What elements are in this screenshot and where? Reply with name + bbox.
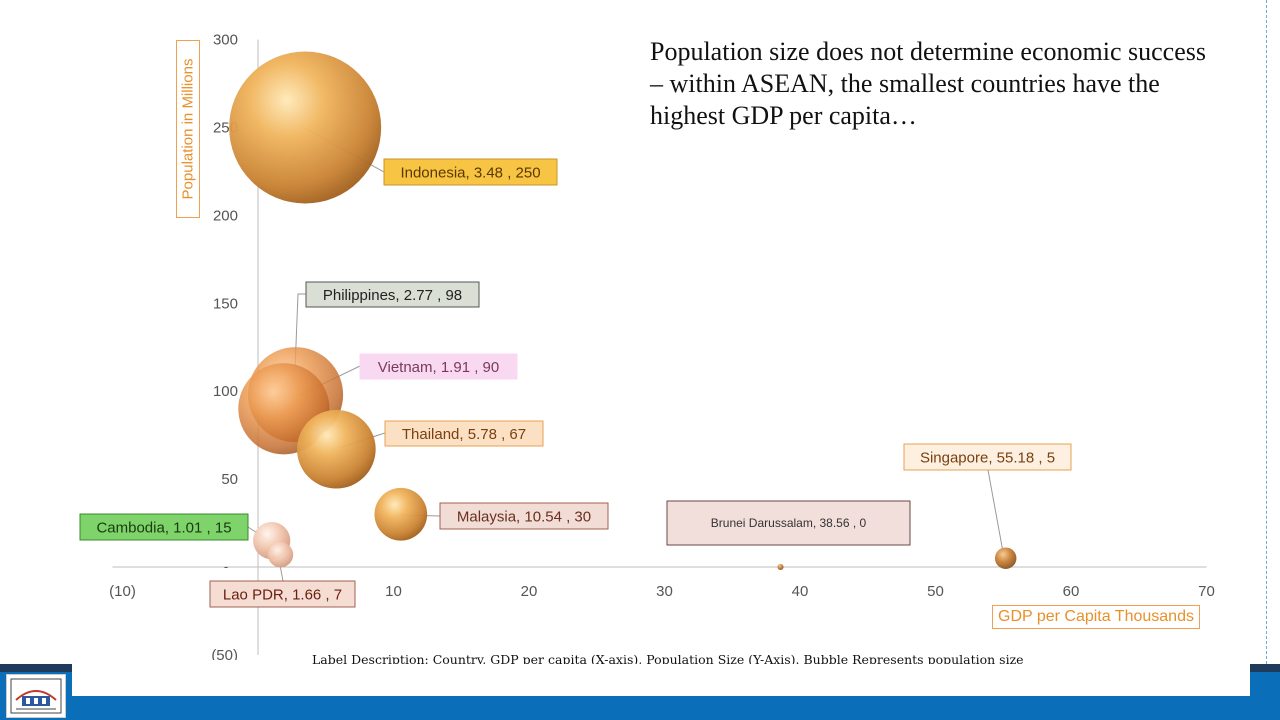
leader-line bbox=[987, 469, 1004, 553]
bubble-chart: (10) 10 20 30 40 50 60 70(50)50100150200250300-… bbox=[79, 32, 1215, 660]
y-axis-title-text: Population in Millions bbox=[179, 58, 197, 200]
data-label-thailand: Thailand, 5.78 , 67 bbox=[384, 420, 544, 447]
bubble-brunei-darussalam bbox=[777, 563, 784, 571]
data-label-text: Brunei Darussalam, 38.56 , 0 bbox=[711, 516, 867, 530]
x-tick-label: 70 bbox=[1198, 583, 1215, 600]
y-tick-label: 300 bbox=[213, 32, 238, 49]
label-description-heading: Label Description: bbox=[312, 652, 433, 667]
y-tick-label: 150 bbox=[213, 295, 238, 312]
x-tick-label: 50 bbox=[927, 583, 944, 600]
leader-line bbox=[294, 293, 306, 371]
x-tick-label: 20 bbox=[521, 583, 538, 600]
data-label-text: Malaysia, 10.54 , 30 bbox=[457, 508, 591, 525]
data-label-text: Lao PDR, 1.66 , 7 bbox=[223, 586, 342, 603]
bubble-indonesia bbox=[229, 51, 382, 204]
footer-panel bbox=[72, 664, 1250, 696]
bubble-lao-pdr bbox=[267, 541, 294, 568]
y-tick-label: 100 bbox=[213, 383, 238, 400]
data-label-indonesia: Indonesia, 3.48 , 250 bbox=[383, 158, 558, 186]
data-label-text: Thailand, 5.78 , 67 bbox=[402, 426, 526, 443]
bubble-thailand bbox=[296, 409, 376, 489]
y-tick-label: (50) bbox=[211, 647, 238, 660]
x-tick-label: 30 bbox=[656, 583, 673, 600]
data-label-text: Singapore, 55.18 , 5 bbox=[920, 449, 1055, 466]
x-tick-label: 40 bbox=[792, 583, 809, 600]
x-tick-label: 60 bbox=[1063, 583, 1080, 600]
data-label-cambodia: Cambodia, 1.01 , 15 bbox=[79, 513, 249, 541]
data-label-singapore: Singapore, 55.18 , 5 bbox=[903, 443, 1072, 471]
data-label-text: Cambodia, 1.01 , 15 bbox=[96, 519, 231, 536]
x-axis-title: GDP per Capita Thousands bbox=[992, 605, 1200, 629]
data-label-lao-pdr: Lao PDR, 1.66 , 7 bbox=[209, 580, 356, 608]
label-description-text: Country, GDP per capita (X-axis), Popula… bbox=[432, 652, 1024, 667]
data-label-text: Vietnam, 1.91 , 90 bbox=[378, 359, 499, 376]
label-description: Label Description: Country, GDP per capi… bbox=[312, 652, 1024, 667]
y-tick-label: 50 bbox=[221, 471, 238, 488]
x-tick-label: (10) bbox=[109, 583, 136, 600]
x-tick-label: 10 bbox=[385, 583, 402, 600]
data-label-brunei-darussalam: Brunei Darussalam, 38.56 , 0 bbox=[666, 500, 911, 546]
y-axis-title: Population in Millions bbox=[176, 40, 200, 218]
data-label-malaysia: Malaysia, 10.54 , 30 bbox=[439, 502, 609, 530]
leader-line bbox=[279, 564, 284, 582]
bubble-malaysia bbox=[374, 487, 428, 541]
data-label-text: Indonesia, 3.48 , 250 bbox=[400, 164, 540, 181]
y-zero-tick: - bbox=[224, 559, 228, 574]
y-tick-label: 200 bbox=[213, 207, 238, 224]
bubble-singapore bbox=[994, 547, 1017, 569]
organization-logo bbox=[6, 674, 66, 718]
data-label-text: Philippines, 2.77 , 98 bbox=[323, 287, 462, 304]
data-label-philippines: Philippines, 2.77 , 98 bbox=[305, 281, 480, 308]
chart-headline: Population size does not determine econo… bbox=[650, 37, 1206, 130]
data-label-vietnam: Vietnam, 1.91 , 90 bbox=[359, 353, 518, 380]
slide-border bbox=[1266, 0, 1268, 664]
